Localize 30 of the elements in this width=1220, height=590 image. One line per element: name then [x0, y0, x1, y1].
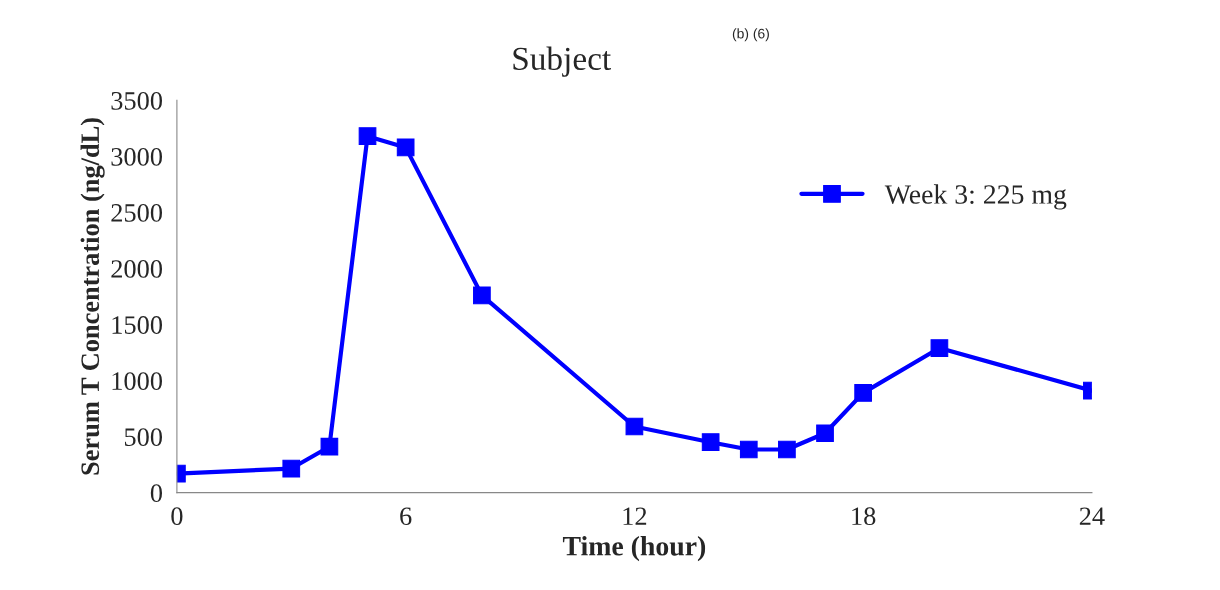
point [930, 339, 949, 357]
point [473, 286, 491, 305]
point [701, 433, 720, 452]
point [778, 440, 796, 459]
x-tick-label: 12 [623, 507, 647, 525]
x-tick-label: 6 [400, 507, 412, 526]
y-axis-title: Serum T Concentration (ng/dL) [80, 118, 105, 475]
y-tick-label: 2500 [111, 204, 163, 222]
y-tick-label: 500 [124, 428, 163, 447]
point [854, 384, 872, 402]
y-tick-label: 1000 [112, 372, 163, 390]
y-tick-label: 1500 [112, 316, 163, 334]
y-tick-label: 3000 [111, 147, 163, 166]
point [816, 424, 834, 443]
x-tick-label: 24 [1079, 507, 1105, 525]
y-tick-label: 0 [150, 484, 163, 503]
x-tick-label: 0 [171, 507, 183, 526]
point [739, 440, 758, 459]
chart-title: Subject [513, 46, 611, 77]
y-tick-label: 3500 [111, 91, 163, 110]
point [358, 127, 377, 146]
text: (b) (6) [732, 28, 769, 42]
point [625, 417, 644, 436]
x-tick-label: 18 [852, 507, 876, 526]
legend-label: Week 3: 225 mg [884, 184, 1067, 210]
point [320, 437, 339, 456]
y-tick-label: 2000 [111, 260, 163, 278]
point [282, 459, 301, 478]
x-axis-title: Time (hour) [562, 536, 706, 562]
point [396, 138, 415, 157]
